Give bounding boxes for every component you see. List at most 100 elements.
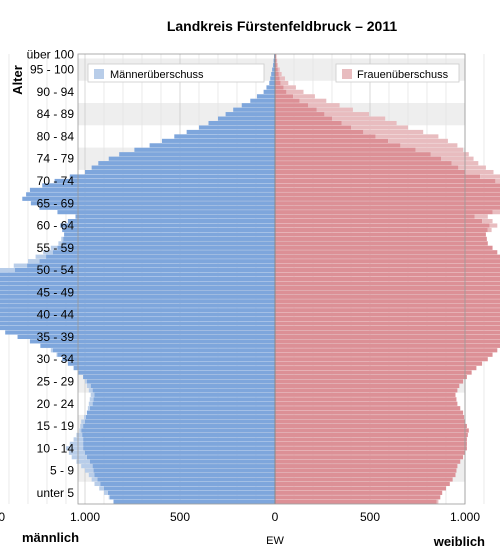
bar-female-surplus bbox=[465, 169, 494, 175]
bar-male bbox=[273, 63, 275, 68]
bar-male-surplus bbox=[88, 401, 93, 406]
bar-female-surplus bbox=[286, 89, 304, 94]
bar-female bbox=[275, 143, 401, 148]
bar-male bbox=[100, 481, 275, 487]
age-tick-label: 80 - 84 bbox=[37, 129, 75, 143]
bar-male-surplus bbox=[88, 388, 93, 393]
bar-male bbox=[0, 312, 275, 317]
legend-male: Männerüberschuss bbox=[87, 63, 265, 83]
bar-female bbox=[275, 321, 500, 326]
age-tick-label: 65 - 69 bbox=[37, 196, 75, 210]
bar-male bbox=[119, 152, 275, 157]
bar-male-surplus bbox=[81, 419, 85, 424]
bar-female bbox=[275, 303, 500, 308]
bar-female-surplus bbox=[277, 67, 280, 72]
bar-male bbox=[67, 219, 276, 224]
bar-female bbox=[275, 499, 437, 504]
bar-male bbox=[0, 299, 275, 304]
bar-male bbox=[93, 397, 275, 402]
age-tick-label: 95 - 100 bbox=[30, 63, 74, 77]
bar-male bbox=[85, 419, 275, 424]
age-tick-label: 90 - 94 bbox=[37, 85, 75, 99]
bar-male bbox=[42, 183, 275, 188]
bar-female-surplus bbox=[275, 54, 277, 59]
age-tick-label: 74 - 79 bbox=[37, 152, 75, 166]
age-tick-labels: unter 5 5 - 9 10 - 14 15 - 19 20 - 24 25 - 29… bbox=[27, 48, 75, 500]
bar-male-surplus bbox=[94, 481, 101, 487]
bar-male bbox=[92, 401, 275, 406]
bar-female bbox=[275, 245, 493, 250]
bar-male-surplus bbox=[66, 446, 84, 451]
bar-male bbox=[107, 490, 275, 495]
bar-male bbox=[67, 361, 276, 366]
bar-male bbox=[63, 236, 276, 241]
bar-male bbox=[82, 432, 276, 438]
bar-female-surplus bbox=[332, 116, 386, 121]
bar-female bbox=[275, 152, 431, 157]
bar-male bbox=[0, 290, 276, 295]
bar-male bbox=[46, 254, 275, 259]
bar-female bbox=[275, 308, 500, 313]
bar-male bbox=[69, 174, 275, 179]
bar-female bbox=[275, 178, 496, 184]
bar-female bbox=[275, 129, 364, 135]
bar-female bbox=[275, 397, 457, 402]
bar-female bbox=[275, 98, 300, 103]
bar-male bbox=[250, 98, 275, 103]
bar-male bbox=[92, 464, 275, 469]
age-tick-label: 30 - 34 bbox=[37, 352, 75, 366]
bar-male bbox=[83, 437, 275, 442]
bar-female bbox=[275, 383, 460, 389]
bar-male-surplus bbox=[58, 241, 63, 246]
bar-female bbox=[275, 107, 317, 112]
bar-male bbox=[26, 192, 275, 197]
bar-female bbox=[275, 401, 458, 406]
bar-male bbox=[64, 232, 275, 237]
age-tick-label: unter 5 bbox=[37, 486, 75, 500]
bar-female bbox=[275, 490, 443, 495]
bar-male bbox=[0, 281, 275, 286]
bars bbox=[0, 54, 500, 504]
bar-female bbox=[275, 241, 488, 246]
bar-female bbox=[275, 415, 465, 420]
bar-female bbox=[275, 486, 446, 491]
bar-female bbox=[275, 437, 467, 442]
bar-male bbox=[30, 201, 275, 206]
bar-male bbox=[62, 227, 276, 233]
bar-female bbox=[275, 406, 461, 411]
bar-male bbox=[75, 214, 275, 219]
bar-male-surplus bbox=[69, 441, 84, 446]
bar-female bbox=[275, 459, 461, 464]
bar-male bbox=[39, 205, 276, 210]
bar-male bbox=[256, 94, 275, 99]
bar-female bbox=[275, 450, 465, 455]
bar-female bbox=[275, 263, 500, 268]
bar-female bbox=[275, 196, 500, 201]
bar-male bbox=[14, 268, 275, 273]
bar-female-surplus bbox=[351, 125, 408, 130]
bar-female-surplus bbox=[299, 98, 327, 103]
age-tick-label: 35 - 39 bbox=[37, 330, 75, 344]
bar-male bbox=[60, 223, 275, 228]
bar-female bbox=[275, 495, 441, 500]
age-tick-label: 84 - 89 bbox=[37, 107, 75, 121]
bar-female bbox=[275, 156, 442, 161]
bar-male bbox=[89, 459, 275, 464]
bar-female bbox=[275, 446, 467, 451]
bar-male bbox=[113, 499, 275, 504]
bar-female bbox=[275, 169, 465, 175]
bar-female-surplus bbox=[276, 63, 278, 68]
bar-female bbox=[275, 89, 287, 94]
bar-female bbox=[275, 147, 416, 152]
bar-female bbox=[275, 432, 468, 438]
bar-male bbox=[83, 446, 275, 451]
bar-male bbox=[94, 392, 275, 397]
bar-female-surplus bbox=[276, 58, 278, 63]
bar-female bbox=[275, 219, 483, 224]
age-tick-label: 20 - 24 bbox=[37, 397, 75, 411]
bar-female bbox=[275, 80, 281, 86]
x-tick-label: 0 bbox=[272, 510, 279, 524]
bar-male-surplus bbox=[89, 397, 94, 402]
bar-male bbox=[29, 187, 276, 192]
